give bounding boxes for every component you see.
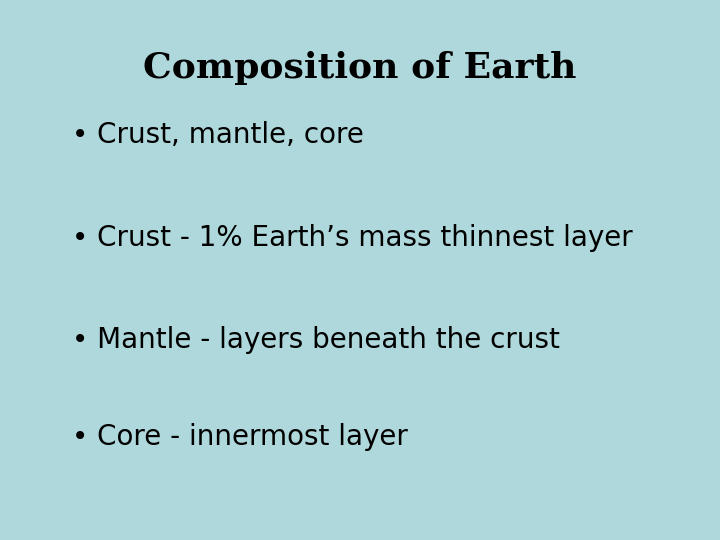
- Text: • Crust - 1% Earth’s mass thinnest layer: • Crust - 1% Earth’s mass thinnest layer: [72, 224, 633, 252]
- Text: • Crust, mantle, core: • Crust, mantle, core: [72, 121, 364, 149]
- Text: Composition of Earth: Composition of Earth: [143, 51, 577, 85]
- Text: • Mantle - layers beneath the crust: • Mantle - layers beneath the crust: [72, 326, 560, 354]
- Text: • Core - innermost layer: • Core - innermost layer: [72, 423, 408, 451]
